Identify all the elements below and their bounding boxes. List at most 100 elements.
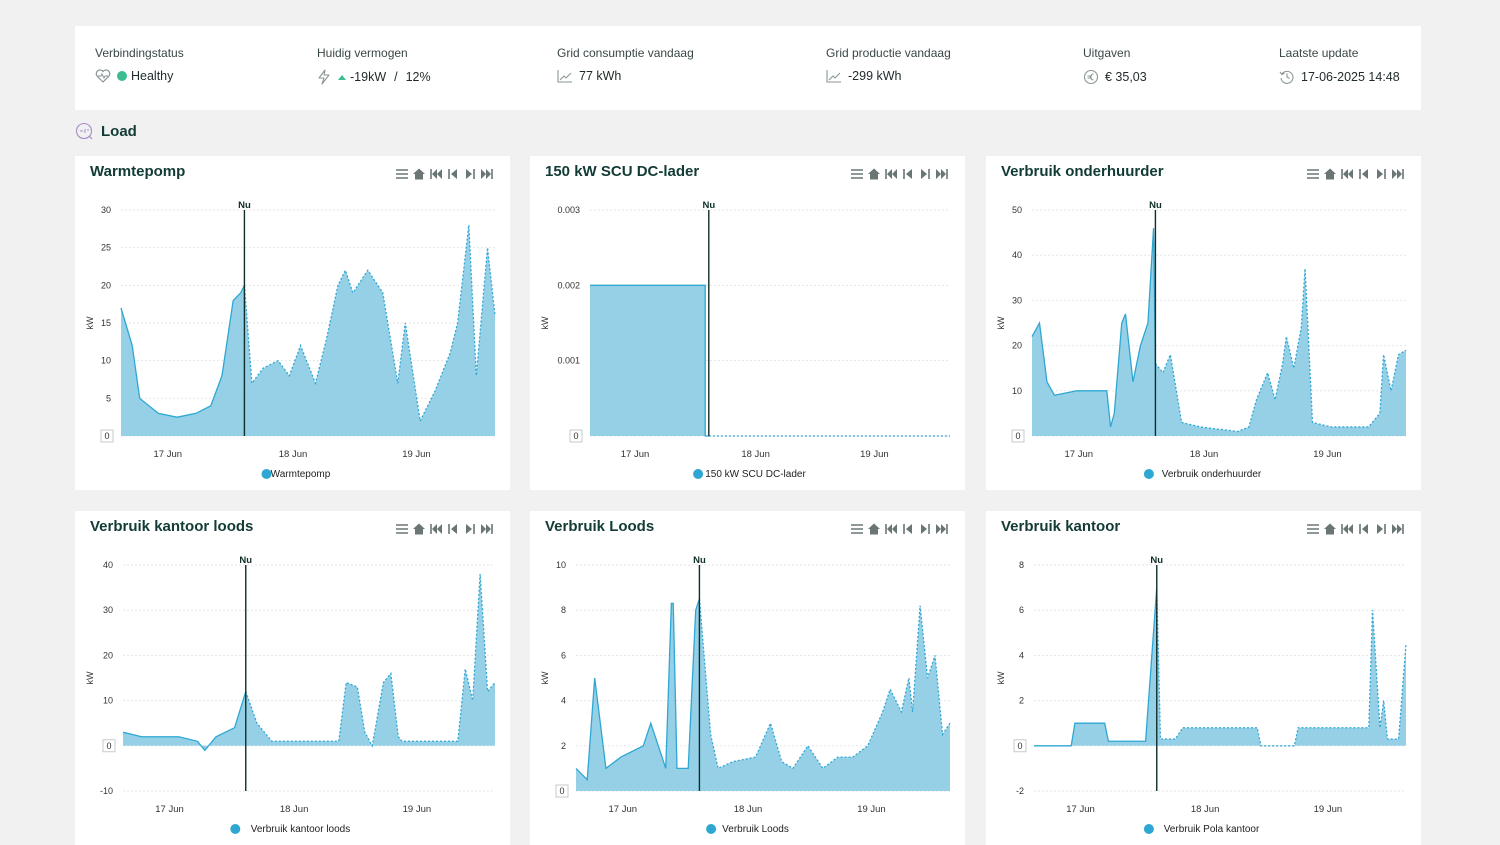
legend-label: Verbruik Loods (722, 824, 789, 835)
home-icon[interactable] (411, 522, 426, 536)
skip-back-icon[interactable] (1339, 522, 1354, 536)
y-axis-title: kW (540, 671, 550, 685)
stat-expenses-label: Uitgaven (1083, 46, 1131, 60)
legend-label: Verbruik onderhuurder (1162, 469, 1262, 480)
y-tick-label: 20 (101, 280, 111, 290)
stat-expenses-value: € 35,03 (1105, 70, 1147, 84)
chart-title: Verbruik kantoor loods (90, 518, 254, 535)
forecast-area (1155, 268, 1406, 436)
skip-forward-icon[interactable] (479, 167, 494, 181)
x-tick-label: 17 Jun (153, 449, 182, 460)
forecast-line (1154, 268, 1407, 433)
skip-forward-icon[interactable] (934, 167, 949, 181)
chart-legend[interactable]: Verbruik kantoor loods (230, 824, 350, 835)
legend-label: Verbruik Pola kantoor (1164, 824, 1260, 835)
home-icon[interactable] (411, 167, 426, 181)
legend-label: Verbruik kantoor loods (251, 824, 351, 835)
skip-forward-icon[interactable] (1390, 167, 1405, 181)
now-label: Nu (1150, 555, 1163, 566)
y-tick-label: 30 (1012, 295, 1022, 305)
y-tick-label: 15 (101, 318, 111, 328)
legend-swatch (230, 824, 241, 834)
forecast-area (244, 225, 495, 436)
euro-icon (1083, 69, 1099, 85)
y-tick-label: 50 (1012, 205, 1022, 215)
chart-title: 150 kW SCU DC-lader (545, 163, 700, 180)
skip-forward-icon[interactable] (934, 522, 949, 536)
menu-icon[interactable] (1305, 522, 1320, 536)
x-tick-label: 18 Jun (734, 804, 763, 815)
chart-legend[interactable]: Verbruik Pola kantoor (1143, 824, 1260, 835)
y-tick-label: 8 (561, 605, 566, 615)
y-tick-label: 0 (1017, 741, 1022, 751)
heartbeat-icon (95, 69, 111, 83)
healthy-status-dot (117, 71, 127, 81)
x-tick-label: 18 Jun (1190, 449, 1219, 460)
step-forward-icon[interactable] (1373, 522, 1388, 536)
chart-legend[interactable]: Verbruik onderhuurder (1143, 469, 1262, 480)
x-tick-label: 17 Jun (155, 804, 184, 815)
chart-svg: 0 10 20 30 40 50 kW 17 Jun 18 Jun 19 Jun Nu Verbrui… (996, 200, 1407, 480)
menu-icon[interactable] (394, 522, 409, 536)
stat-consumption-label: Grid consumptie vandaag (557, 46, 694, 60)
chart-toolbar (849, 167, 949, 181)
x-tick-label: 17 Jun (1066, 804, 1095, 815)
menu-icon[interactable] (394, 167, 409, 181)
x-tick-label: 18 Jun (1191, 804, 1220, 815)
y-tick-label: 4 (561, 696, 566, 706)
y-tick-label: 0.003 (557, 205, 580, 215)
x-tick-label: 19 Jun (860, 449, 889, 460)
home-icon[interactable] (1322, 167, 1337, 181)
history-icon (1279, 70, 1294, 84)
forecast-area (245, 574, 495, 746)
series-area (576, 598, 700, 791)
step-back-icon[interactable] (1356, 167, 1371, 181)
x-tick-label: 19 Jun (857, 804, 886, 815)
x-tick-label: 18 Jun (279, 449, 308, 460)
step-forward-icon[interactable] (1373, 167, 1388, 181)
step-forward-icon[interactable] (917, 167, 932, 181)
skip-back-icon[interactable] (883, 167, 898, 181)
home-icon[interactable] (866, 522, 881, 536)
y-tick-label: -10 (100, 786, 113, 796)
y-tick-label: 0.001 (557, 356, 580, 366)
home-icon[interactable] (866, 167, 881, 181)
home-icon[interactable] (1322, 522, 1337, 536)
y-tick-label: 4 (1019, 650, 1024, 660)
y-axis-title: kW (540, 316, 550, 330)
step-forward-icon[interactable] (917, 522, 932, 536)
step-forward-icon[interactable] (462, 167, 477, 181)
chart-panel: Verbruik onderhuurder 0 10 20 30 40 50 kW 17 Jun… (986, 156, 1421, 490)
menu-icon[interactable] (849, 522, 864, 536)
y-tick-label: 40 (1012, 250, 1022, 260)
section-load-title: Load (75, 122, 137, 140)
skip-forward-icon[interactable] (1390, 522, 1405, 536)
skip-back-icon[interactable] (428, 167, 443, 181)
menu-icon[interactable] (849, 167, 864, 181)
chart-legend[interactable]: Warmtepomp (261, 469, 331, 480)
y-tick-label: 0 (106, 741, 111, 751)
skip-back-icon[interactable] (428, 522, 443, 536)
skip-back-icon[interactable] (883, 522, 898, 536)
series-line (120, 285, 246, 418)
menu-icon[interactable] (1305, 167, 1320, 181)
y-tick-label: 0 (1015, 431, 1020, 441)
stat-power: Huidig vermogen -19kW / 12% (317, 46, 431, 85)
step-back-icon[interactable] (445, 522, 460, 536)
now-label: Nu (239, 555, 252, 566)
series-line (1031, 228, 1157, 428)
zero-label-box (102, 739, 116, 753)
step-back-icon[interactable] (900, 167, 915, 181)
step-back-icon[interactable] (900, 522, 915, 536)
chart-legend[interactable]: Verbruik Loods (706, 824, 789, 835)
skip-forward-icon[interactable] (479, 522, 494, 536)
skip-back-icon[interactable] (1339, 167, 1354, 181)
chart-legend[interactable]: 150 kW SCU DC-lader (693, 469, 806, 480)
step-back-icon[interactable] (1356, 522, 1371, 536)
y-tick-label: 10 (556, 560, 566, 570)
step-forward-icon[interactable] (462, 522, 477, 536)
section-title-text: Load (101, 122, 137, 140)
step-back-icon[interactable] (445, 167, 460, 181)
y-tick-label: 10 (1012, 386, 1022, 396)
stat-connection-value: Healthy (131, 69, 174, 83)
